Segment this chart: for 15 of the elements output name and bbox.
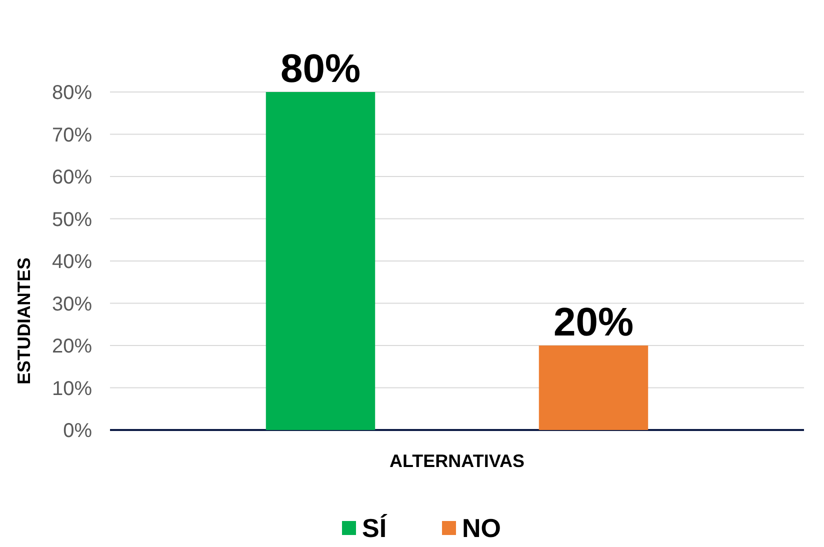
y-axis-title: ESTUDIANTES	[14, 257, 34, 385]
y-tick-label: 70%	[52, 124, 92, 146]
data-label: 80%	[280, 47, 361, 91]
y-tick-label: 80%	[52, 82, 92, 104]
legend-label: SÍ	[362, 513, 388, 544]
legend-label: NO	[462, 513, 501, 544]
y-tick-label: 0%	[63, 420, 92, 442]
y-tick-label: 10%	[52, 378, 92, 400]
y-tick-label: 50%	[52, 208, 92, 231]
data-label: 20%	[553, 300, 634, 344]
y-tick-label: 60%	[52, 166, 92, 188]
y-tick-label: 40%	[52, 251, 92, 273]
y-tick-label: 20%	[52, 336, 92, 358]
y-tick-label: 30%	[52, 293, 92, 316]
x-axis-title: ALTERNATIVAS	[390, 451, 524, 471]
